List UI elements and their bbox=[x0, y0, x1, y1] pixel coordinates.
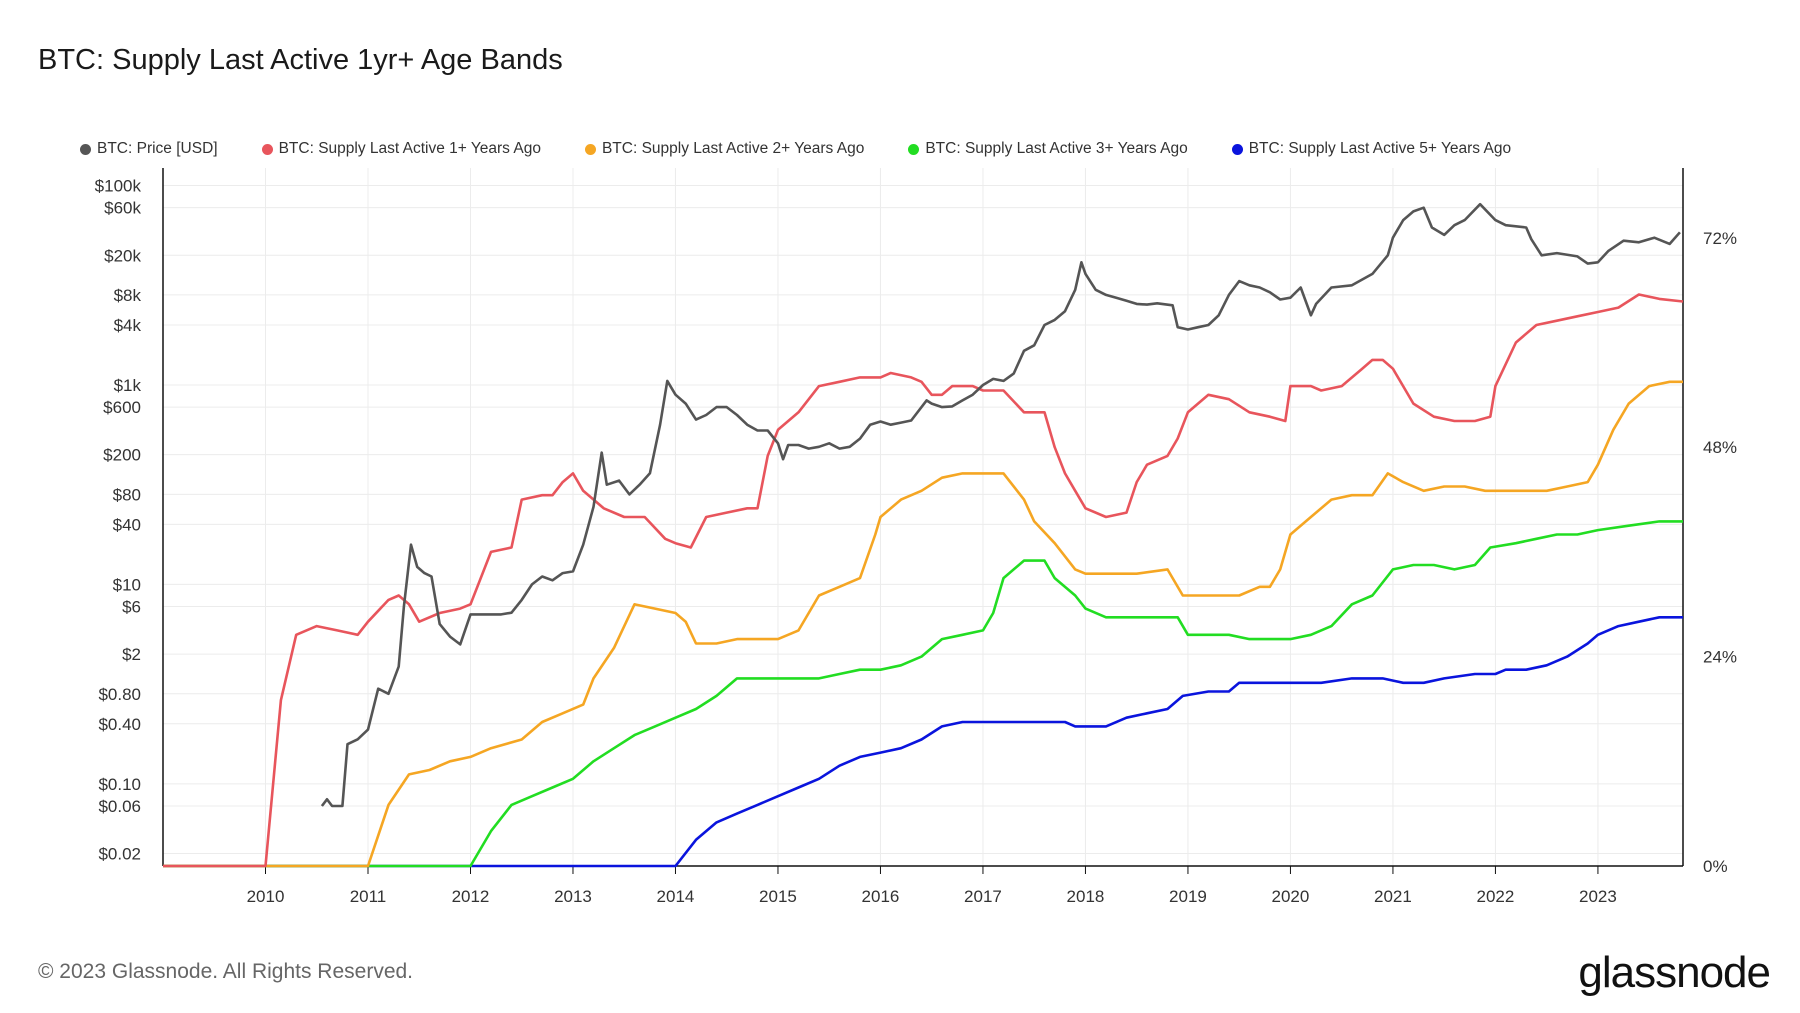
legend-label-5y: BTC: Supply Last Active 5+ Years Ago bbox=[1248, 140, 1512, 157]
y-left-tick-label: $1k bbox=[114, 376, 142, 395]
y-right-tick-label: 24% bbox=[1703, 648, 1737, 667]
y-left-tick-label: $0.10 bbox=[98, 775, 141, 794]
legend-item-2y[interactable]: BTC: Supply Last Active 2+ Years Ago bbox=[584, 140, 865, 158]
x-tick-label: 2023 bbox=[1579, 887, 1617, 906]
chart-title: BTC: Supply Last Active 1yr+ Age Bands bbox=[38, 44, 563, 76]
legend-label-2y: BTC: Supply Last Active 2+ Years Ago bbox=[601, 140, 865, 157]
x-tick-label: 2010 bbox=[247, 887, 285, 906]
x-tick-label: 2014 bbox=[657, 887, 695, 906]
y-left-tick-label: $0.02 bbox=[98, 845, 141, 864]
x-tick-label: 2018 bbox=[1067, 887, 1105, 906]
y-left-tick-label: $600 bbox=[103, 398, 141, 417]
y-left-tick-label: $40 bbox=[113, 515, 141, 534]
y-left-tick-label: $0.40 bbox=[98, 715, 141, 734]
chart-legend: BTC: Price [USD] BTC: Supply Last Active… bbox=[80, 140, 1511, 158]
x-tick-label: 2017 bbox=[964, 887, 1002, 906]
x-tick-label: 2015 bbox=[759, 887, 797, 906]
legend-dot-1y bbox=[261, 143, 273, 155]
y-left-tick-label: $0.06 bbox=[98, 797, 141, 816]
legend-dot-2y bbox=[584, 143, 596, 155]
legend-label-3y: BTC: Supply Last Active 3+ Years Ago bbox=[925, 140, 1188, 157]
legend-label-1y: BTC: Supply Last Active 1+ Years Ago bbox=[278, 140, 541, 157]
x-tick-label: 2013 bbox=[554, 887, 592, 906]
x-tick-label: 2021 bbox=[1374, 887, 1412, 906]
legend-item-price[interactable]: BTC: Price [USD] bbox=[80, 140, 218, 158]
series-line-0 bbox=[320, 202, 1681, 808]
series-line-3 bbox=[163, 520, 1683, 868]
y-left-tick-label: $10 bbox=[113, 575, 141, 594]
legend-dot-5y bbox=[1231, 143, 1243, 155]
x-tick-label: 2011 bbox=[350, 887, 387, 906]
y-left-tick-label: $80 bbox=[113, 485, 141, 504]
x-tick-label: 2016 bbox=[862, 887, 900, 906]
y-left-tick-label: $8k bbox=[114, 286, 142, 305]
y-left-tick-label: $4k bbox=[114, 316, 142, 335]
x-tick-label: 2019 bbox=[1169, 887, 1207, 906]
y-left-tick-label: $6 bbox=[122, 598, 141, 617]
series-line-1 bbox=[163, 293, 1684, 868]
y-left-tick-label: $2 bbox=[122, 645, 141, 664]
y-left-tick-label: $20k bbox=[104, 246, 141, 265]
legend-label-price: BTC: Price [USD] bbox=[97, 140, 218, 157]
series-line-4 bbox=[163, 616, 1683, 868]
legend-dot-price bbox=[80, 143, 91, 155]
y-right-tick-label: 0% bbox=[1703, 857, 1728, 876]
y-right-tick-label: 48% bbox=[1703, 438, 1737, 457]
x-tick-label: 2022 bbox=[1477, 887, 1515, 906]
series-line-2 bbox=[163, 380, 1683, 868]
legend-dot-3y bbox=[908, 143, 920, 155]
copyright-footer: © 2023 Glassnode. All Rights Reserved. bbox=[38, 960, 414, 983]
glassnode-logo: glassnode bbox=[1578, 948, 1771, 997]
legend-item-3y[interactable]: BTC: Supply Last Active 3+ Years Ago bbox=[908, 140, 1188, 158]
y-right-tick-label: 72% bbox=[1703, 229, 1737, 248]
y-left-tick-label: $100k bbox=[95, 177, 142, 196]
legend-item-1y[interactable]: BTC: Supply Last Active 1+ Years Ago bbox=[261, 140, 541, 158]
x-tick-label: 2012 bbox=[452, 887, 490, 906]
y-left-tick-label: $60k bbox=[104, 199, 141, 218]
y-left-tick-label: $0.80 bbox=[98, 685, 141, 704]
y-left-tick-label: $200 bbox=[103, 446, 141, 465]
x-tick-label: 2020 bbox=[1272, 887, 1310, 906]
legend-item-5y[interactable]: BTC: Supply Last Active 5+ Years Ago bbox=[1231, 140, 1512, 158]
